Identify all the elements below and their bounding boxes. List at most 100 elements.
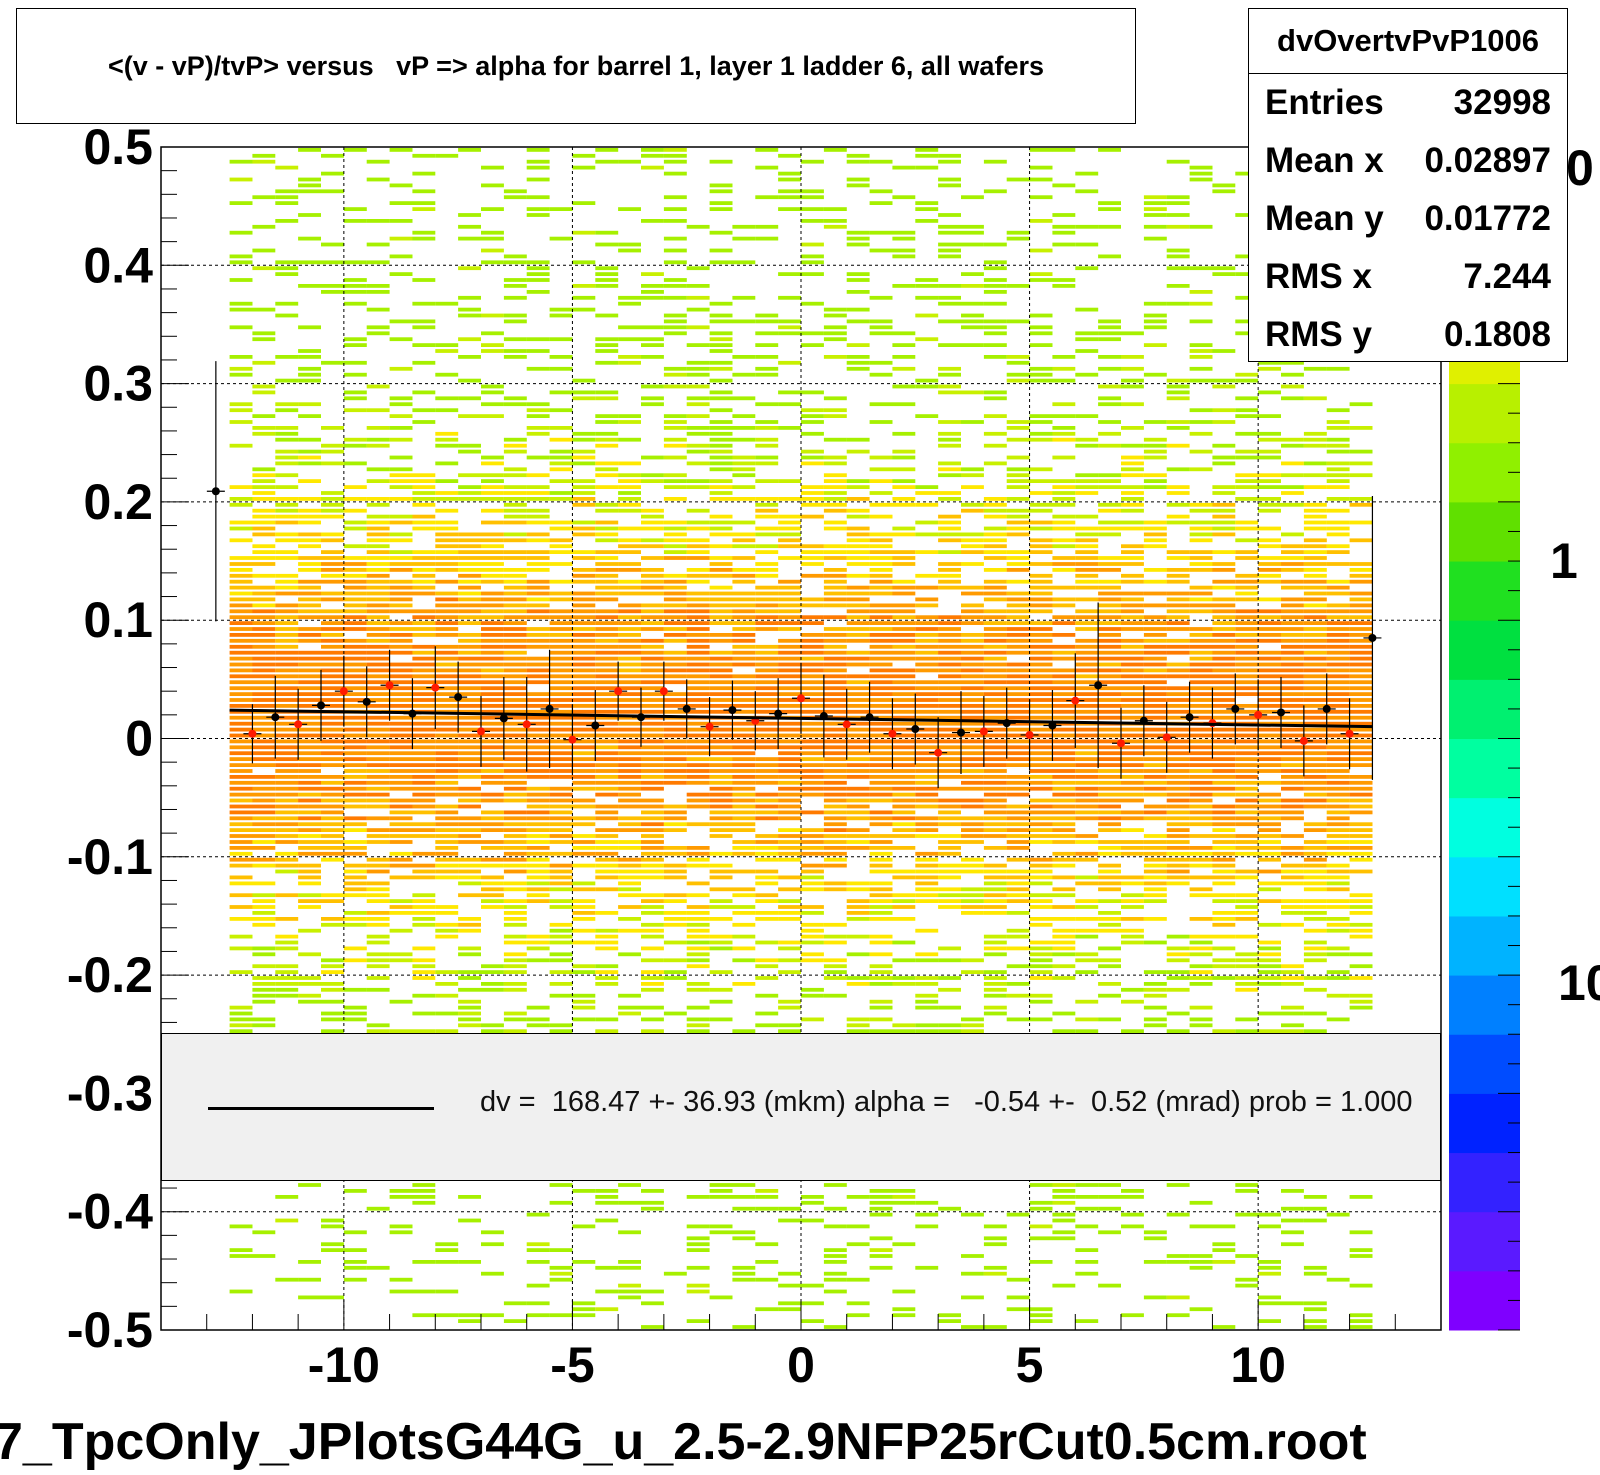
heatmap-cell [915, 615, 939, 620]
heatmap-cell [1281, 562, 1304, 566]
heatmap-cell [686, 284, 710, 288]
heatmap-cell [572, 1005, 596, 1010]
heatmap-cell [1029, 727, 1053, 732]
heatmap-cell [961, 272, 984, 276]
heatmap-cell [1029, 502, 1053, 507]
heatmap-cell [1052, 426, 1076, 430]
heatmap-cell [1052, 709, 1076, 714]
heatmap-cell [709, 1224, 733, 1229]
heatmap-cell [366, 644, 390, 649]
heatmap-cell [503, 1017, 527, 1022]
heatmap-cell [1326, 698, 1350, 702]
heatmap-cell [343, 290, 367, 294]
heatmap-cell [275, 638, 299, 643]
heatmap-cell [526, 473, 550, 478]
heatmap-cell [1006, 911, 1030, 915]
heatmap-cell [1075, 692, 1099, 696]
heatmap-cell [915, 822, 939, 827]
heatmap-cell [1235, 479, 1259, 483]
heatmap-cell [526, 698, 550, 702]
heatmap-cell [1281, 786, 1304, 791]
heatmap-cell [1258, 638, 1281, 643]
heatmap-cell [229, 745, 253, 750]
heatmap-cell [1189, 680, 1213, 685]
heatmap-cell [618, 1295, 641, 1300]
heatmap-cell [1098, 615, 1121, 620]
heatmap-cell [412, 733, 436, 738]
heatmap-cell [1189, 627, 1213, 631]
heatmap-cell [1029, 840, 1053, 844]
heatmap-cell [663, 680, 687, 685]
heatmap-cell [641, 656, 664, 661]
heatmap-cell [1029, 698, 1053, 702]
heatmap-cell [778, 207, 801, 211]
heatmap-cell [435, 1248, 459, 1252]
heatmap-cell [686, 627, 710, 631]
heatmap-cell [252, 1254, 276, 1258]
heatmap-cell [435, 970, 459, 974]
heatmap-cell [1281, 739, 1304, 744]
heatmap-cell [1212, 349, 1236, 353]
heatmap-cell [1189, 887, 1213, 892]
heatmap-cell [709, 733, 733, 738]
heatmap-cell [435, 863, 459, 868]
heatmap-cell [1326, 508, 1350, 513]
heatmap-cell [663, 195, 687, 200]
heatmap-cell [892, 875, 916, 880]
heatmap-cell [481, 550, 504, 554]
heatmap-cell [732, 1183, 756, 1187]
heatmap-cell [1281, 627, 1304, 631]
heatmap-cell [481, 846, 504, 850]
heatmap-cell [458, 709, 481, 714]
heatmap-cell [503, 597, 527, 602]
heatmap-cell [366, 721, 390, 726]
heatmap-cell [1098, 993, 1121, 998]
heatmap-cell [389, 851, 413, 856]
heatmap-cell [412, 556, 436, 560]
heatmap-cell [641, 928, 664, 933]
heatmap-cell [526, 739, 550, 744]
heatmap-cell [1006, 721, 1030, 726]
heatmap-cell [458, 443, 481, 448]
heatmap-cell [1052, 1011, 1076, 1016]
heatmap-cell [1098, 479, 1121, 483]
heatmap-cell [595, 857, 619, 862]
heatmap-cell [1098, 715, 1121, 720]
heatmap-cell [1098, 792, 1121, 797]
heatmap-cell [1166, 946, 1190, 951]
heatmap-cell [389, 609, 413, 614]
heatmap-cell [412, 869, 436, 874]
heatmap-cell [229, 656, 253, 661]
heatmap-cell [1029, 278, 1053, 282]
heatmap-cell [321, 591, 344, 596]
heatmap-cell [869, 638, 893, 643]
heatmap-cell [1235, 644, 1259, 649]
heatmap-cell [1075, 443, 1099, 448]
heatmap-cell [1166, 638, 1190, 643]
heatmap-cell [298, 993, 321, 998]
heatmap-cell [1303, 508, 1327, 513]
heatmap-cell [732, 769, 756, 773]
heatmap-cell [1166, 987, 1190, 992]
heatmap-cell [938, 1313, 961, 1318]
heatmap-cell [983, 869, 1007, 874]
heatmap-cell [1166, 786, 1190, 791]
heatmap-cell [275, 550, 299, 554]
heatmap-cell [801, 668, 824, 673]
heatmap-cell [869, 1200, 893, 1205]
heatmap-cell [1189, 822, 1213, 827]
heatmap-cell [229, 260, 253, 265]
heatmap-cell [549, 757, 573, 761]
heatmap-cell [641, 704, 664, 708]
heatmap-cell [1258, 479, 1281, 483]
heatmap-cell [412, 502, 436, 507]
heatmap-cell [526, 532, 550, 537]
heatmap-cell [1349, 798, 1373, 803]
heatmap-cell [641, 556, 664, 560]
heatmap-cell [663, 532, 687, 537]
heatmap-cell [686, 266, 710, 271]
heatmap-cell [1281, 780, 1304, 785]
heatmap-cell [435, 491, 459, 495]
heatmap-cell [686, 295, 710, 300]
heatmap-cell [458, 686, 481, 691]
